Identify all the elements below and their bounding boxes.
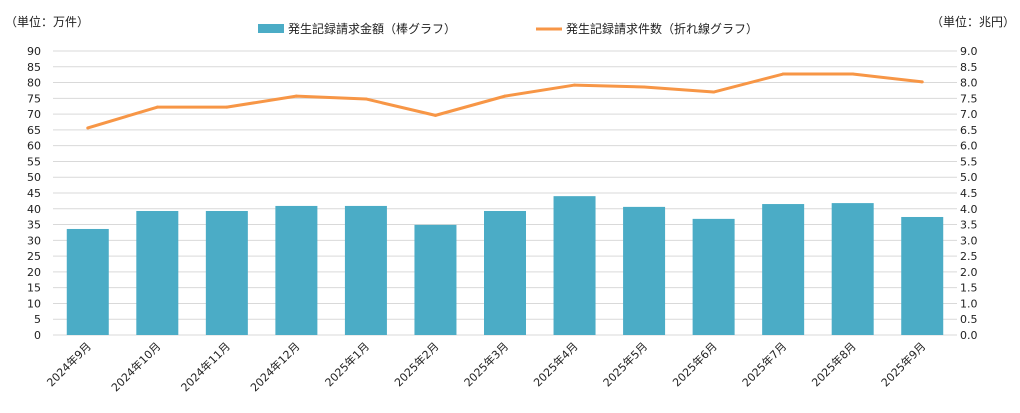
x-tick-label: 2025年7月 bbox=[739, 339, 789, 389]
left-tick-label: 5 bbox=[34, 313, 41, 326]
left-axis-unit: （単位：万件） bbox=[5, 14, 89, 29]
bar bbox=[553, 196, 596, 335]
x-tick-label: 2025年5月 bbox=[600, 339, 650, 389]
left-tick-label: 10 bbox=[27, 297, 41, 310]
line-point bbox=[86, 126, 90, 130]
left-tick-label: 20 bbox=[27, 266, 41, 279]
x-tick-label: 2025年2月 bbox=[391, 339, 441, 389]
left-tick-label: 50 bbox=[27, 171, 41, 184]
right-tick-label: 0.5 bbox=[960, 313, 978, 326]
legend-bar-swatch bbox=[258, 24, 284, 33]
line-point bbox=[294, 94, 298, 98]
line-point bbox=[155, 105, 159, 109]
x-tick-label: 2024年9月 bbox=[44, 339, 94, 389]
right-tick-label: 2.0 bbox=[960, 266, 978, 279]
line-point bbox=[781, 72, 785, 76]
bar bbox=[66, 228, 109, 335]
left-tick-label: 45 bbox=[27, 187, 41, 200]
left-tick-label: 60 bbox=[27, 140, 41, 153]
right-tick-label: 6.0 bbox=[960, 140, 978, 153]
right-tick-label: 7.5 bbox=[960, 92, 978, 105]
right-tick-label: 5.5 bbox=[960, 155, 978, 168]
line-point bbox=[851, 72, 855, 76]
right-tick-label: 3.0 bbox=[960, 234, 978, 247]
left-tick-label: 25 bbox=[27, 250, 41, 263]
left-tick-label: 40 bbox=[27, 203, 41, 216]
right-axis-unit: （単位：兆円） bbox=[931, 14, 1015, 29]
right-tick-label: 3.5 bbox=[960, 219, 978, 232]
x-tick-label: 2025年3月 bbox=[461, 339, 511, 389]
right-tick-label: 6.5 bbox=[960, 124, 978, 137]
left-tick-label: 0 bbox=[34, 329, 41, 342]
x-tick-label: 2025年8月 bbox=[809, 339, 859, 389]
bar bbox=[344, 205, 387, 335]
left-tick-label: 80 bbox=[27, 77, 41, 90]
bar bbox=[623, 206, 666, 335]
right-tick-label: 8.5 bbox=[960, 61, 978, 74]
line-point bbox=[364, 97, 368, 101]
left-tick-label: 55 bbox=[27, 155, 41, 168]
right-tick-label: 4.5 bbox=[960, 187, 978, 200]
x-tick-label: 2024年10月 bbox=[108, 339, 163, 394]
left-tick-label: 70 bbox=[27, 108, 41, 121]
left-tick-label: 75 bbox=[27, 92, 41, 105]
bar bbox=[901, 216, 944, 335]
x-tick-label: 2024年12月 bbox=[247, 339, 302, 394]
left-tick-label: 30 bbox=[27, 234, 41, 247]
bar bbox=[205, 210, 248, 335]
bar bbox=[275, 205, 318, 335]
left-tick-label: 65 bbox=[27, 124, 41, 137]
bar bbox=[484, 210, 526, 335]
right-tick-label: 4.0 bbox=[960, 203, 978, 216]
right-tick-label: 9.0 bbox=[960, 45, 978, 58]
bar bbox=[136, 210, 179, 335]
line-point bbox=[433, 113, 437, 117]
left-tick-label: 85 bbox=[27, 61, 41, 74]
line-point bbox=[225, 105, 229, 109]
bar bbox=[831, 203, 874, 335]
right-tick-label: 1.5 bbox=[960, 282, 978, 295]
left-tick-label: 90 bbox=[27, 45, 41, 58]
line-point bbox=[503, 94, 507, 98]
x-tick-label: 2025年4月 bbox=[530, 339, 580, 389]
x-tick-label: 2025年9月 bbox=[878, 339, 928, 389]
line-point bbox=[712, 90, 716, 94]
left-tick-label: 15 bbox=[27, 282, 41, 295]
legend-line-label: 発生記録請求件数（折れ線グラフ） bbox=[566, 21, 758, 36]
right-tick-label: 5.0 bbox=[960, 171, 978, 184]
legend: 発生記録請求金額（棒グラフ） 発生記録請求件数（折れ線グラフ） bbox=[258, 21, 758, 36]
right-tick-label: 0.0 bbox=[960, 329, 978, 342]
right-tick-label: 7.0 bbox=[960, 108, 978, 121]
bar bbox=[414, 224, 457, 335]
bar bbox=[692, 218, 735, 335]
right-tick-label: 2.5 bbox=[960, 250, 978, 263]
right-tick-label: 8.0 bbox=[960, 77, 978, 90]
x-tick-label: 2024年11月 bbox=[178, 339, 233, 394]
right-tick-label: 1.0 bbox=[960, 297, 978, 310]
line-point bbox=[920, 80, 924, 84]
bar bbox=[762, 204, 805, 335]
left-tick-label: 35 bbox=[27, 219, 41, 232]
legend-bar-label: 発生記録請求金額（棒グラフ） bbox=[288, 21, 456, 36]
line-point bbox=[573, 83, 577, 87]
line-point bbox=[642, 85, 646, 89]
x-tick-label: 2025年6月 bbox=[670, 339, 720, 389]
x-tick-label: 2025年1月 bbox=[322, 339, 372, 389]
